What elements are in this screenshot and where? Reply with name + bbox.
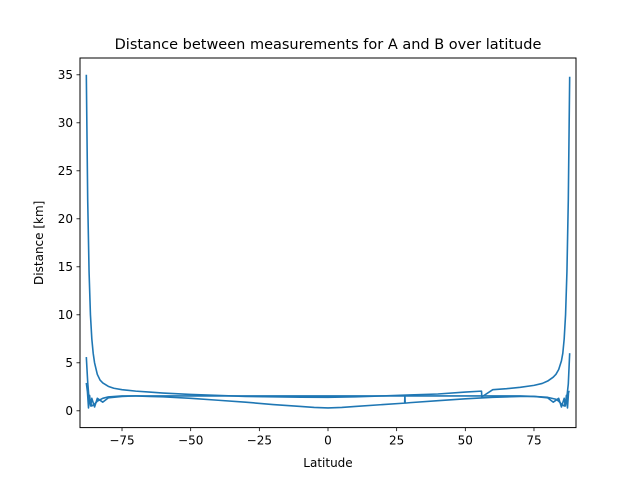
x-tick-label: 25 <box>389 434 404 448</box>
y-tick-label: 35 <box>58 68 73 82</box>
x-tick-label: −50 <box>178 434 203 448</box>
y-tick-label: 0 <box>65 404 73 418</box>
x-tick-label: 0 <box>324 434 332 448</box>
y-tick-label: 15 <box>58 260 73 274</box>
y-tick-label: 30 <box>58 116 73 130</box>
series-line-1 <box>85 74 571 399</box>
series-layer <box>85 74 571 409</box>
y-tick-label: 20 <box>58 212 73 226</box>
y-tick-label: 25 <box>58 164 73 178</box>
y-tick-label: 10 <box>58 308 73 322</box>
y-axis-ticks: 0 5 10 15 20 25 30 35 <box>58 68 80 418</box>
x-axis-ticks: −75 −50 −25 0 25 50 75 <box>109 427 542 448</box>
plot-area: −75 −50 −25 0 25 50 75 0 5 10 15 20 25 30 35 <box>58 57 577 448</box>
x-tick-label: 75 <box>526 434 541 448</box>
y-axis-label: Distance [km] <box>32 201 46 285</box>
x-tick-label: 50 <box>458 434 473 448</box>
x-tick-label: −25 <box>247 434 272 448</box>
chart-title: Distance between measurements for A and … <box>115 37 542 53</box>
y-tick-label: 5 <box>65 356 73 370</box>
axes-spines <box>79 57 577 429</box>
x-axis-label: Latitude <box>303 456 352 470</box>
series-line-3 <box>85 382 570 409</box>
x-tick-label: −75 <box>109 434 134 448</box>
axes-background <box>80 58 576 428</box>
